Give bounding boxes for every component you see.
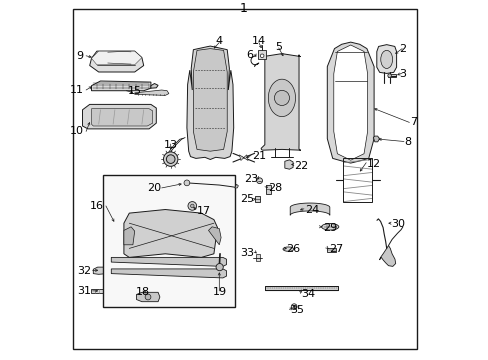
Text: 2: 2: [399, 44, 406, 54]
Polygon shape: [93, 267, 108, 274]
Text: 23: 23: [244, 174, 258, 184]
Polygon shape: [373, 136, 379, 142]
Text: 31: 31: [77, 286, 91, 296]
Text: 5: 5: [275, 42, 282, 52]
Text: 28: 28: [267, 183, 282, 193]
Polygon shape: [193, 49, 227, 151]
Polygon shape: [379, 246, 395, 266]
Polygon shape: [376, 45, 396, 73]
Polygon shape: [89, 51, 143, 72]
Circle shape: [387, 74, 390, 77]
Text: 25: 25: [240, 194, 254, 204]
Bar: [258, 50, 265, 59]
Polygon shape: [134, 90, 168, 95]
Circle shape: [183, 180, 189, 186]
Text: 30: 30: [390, 219, 405, 229]
Polygon shape: [284, 160, 292, 169]
Text: 12: 12: [366, 159, 380, 169]
Polygon shape: [326, 42, 373, 163]
Circle shape: [166, 155, 175, 163]
Text: 7: 7: [409, 117, 416, 127]
Text: 8: 8: [404, 137, 411, 147]
Text: 22: 22: [294, 161, 308, 171]
Text: 18: 18: [136, 287, 150, 297]
Ellipse shape: [268, 79, 295, 117]
Polygon shape: [186, 46, 233, 159]
Text: 4: 4: [215, 36, 223, 46]
Polygon shape: [264, 286, 337, 290]
Text: 26: 26: [285, 244, 300, 254]
Circle shape: [187, 202, 196, 210]
Circle shape: [274, 90, 289, 105]
Polygon shape: [151, 84, 158, 88]
Polygon shape: [111, 257, 226, 266]
Polygon shape: [82, 104, 156, 129]
Text: 35: 35: [290, 305, 304, 315]
Text: 20: 20: [146, 183, 161, 193]
Bar: [387, 74, 395, 77]
Text: 11: 11: [69, 85, 83, 95]
Text: 3: 3: [399, 69, 406, 79]
Circle shape: [260, 54, 264, 58]
Polygon shape: [91, 81, 151, 91]
Text: 19: 19: [212, 287, 226, 297]
Text: 24: 24: [305, 204, 319, 215]
Text: 6: 6: [246, 50, 253, 60]
Text: 17: 17: [197, 206, 211, 216]
Text: 14: 14: [251, 36, 265, 46]
Polygon shape: [333, 45, 367, 160]
Text: 21: 21: [251, 150, 265, 161]
Text: 16: 16: [90, 201, 104, 211]
Text: 15: 15: [127, 86, 141, 96]
Polygon shape: [91, 109, 152, 126]
Polygon shape: [123, 210, 217, 257]
Bar: [254, 196, 259, 202]
Bar: [256, 254, 259, 261]
Ellipse shape: [283, 247, 293, 251]
Text: 34: 34: [301, 289, 315, 300]
Polygon shape: [239, 155, 247, 161]
Circle shape: [190, 204, 194, 208]
Polygon shape: [261, 54, 300, 150]
Polygon shape: [136, 292, 160, 302]
Bar: [103, 175, 234, 307]
Polygon shape: [111, 269, 226, 278]
Circle shape: [292, 306, 295, 308]
Text: 33: 33: [240, 248, 254, 258]
Ellipse shape: [380, 50, 392, 68]
Polygon shape: [91, 289, 120, 293]
Ellipse shape: [321, 224, 338, 230]
Polygon shape: [123, 227, 134, 245]
Circle shape: [256, 178, 262, 184]
Text: 13: 13: [163, 140, 177, 150]
Text: 27: 27: [328, 244, 343, 254]
Polygon shape: [91, 51, 142, 65]
Polygon shape: [289, 203, 329, 215]
Circle shape: [163, 152, 178, 166]
Text: 29: 29: [322, 222, 337, 233]
Bar: [343, 158, 371, 202]
Circle shape: [216, 264, 223, 271]
Bar: [265, 185, 270, 194]
Text: 10: 10: [69, 126, 83, 136]
Circle shape: [145, 294, 151, 300]
Bar: [326, 248, 335, 252]
Polygon shape: [208, 227, 221, 245]
Circle shape: [291, 304, 296, 310]
Text: 32: 32: [77, 266, 91, 276]
Polygon shape: [234, 184, 238, 188]
Text: 1: 1: [239, 3, 247, 15]
Text: 9: 9: [76, 51, 83, 61]
